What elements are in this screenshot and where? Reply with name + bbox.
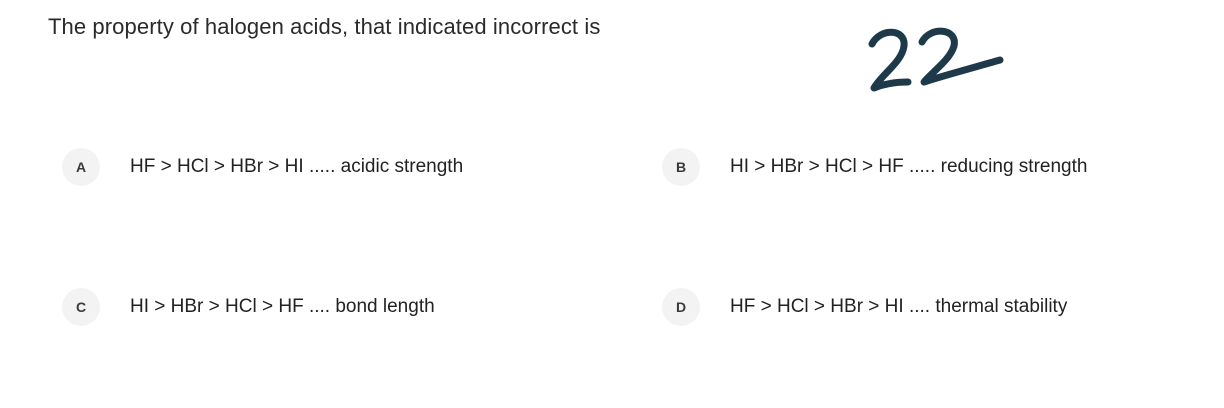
- option-a-text: HF > HCl > HBr > HI ..... acidic strengt…: [130, 156, 464, 177]
- option-d-badge: D: [662, 288, 700, 326]
- option-c-badge: C: [62, 288, 100, 326]
- option-a[interactable]: A HF > HCl > HBr > HI ..... acidic stren…: [62, 148, 463, 186]
- option-b-text: HI > HBr > HCl > HF ..... reducing stren…: [730, 156, 1088, 177]
- handwritten-annotation-22: [868, 27, 1004, 92]
- option-b-badge: B: [662, 148, 700, 186]
- question-text: The property of halogen acids, that indi…: [48, 14, 601, 39]
- option-b[interactable]: B HI > HBr > HCl > HF ..... reducing str…: [662, 148, 1087, 186]
- option-d[interactable]: D HF > HCl > HBr > HI .... thermal stabi…: [662, 288, 1067, 326]
- option-a-badge: A: [62, 148, 100, 186]
- option-c-text: HI > HBr > HCl > HF .... bond length: [130, 296, 435, 317]
- option-c[interactable]: C HI > HBr > HCl > HF .... bond length: [62, 288, 435, 326]
- option-d-text: HF > HCl > HBr > HI .... thermal stabili…: [730, 296, 1068, 317]
